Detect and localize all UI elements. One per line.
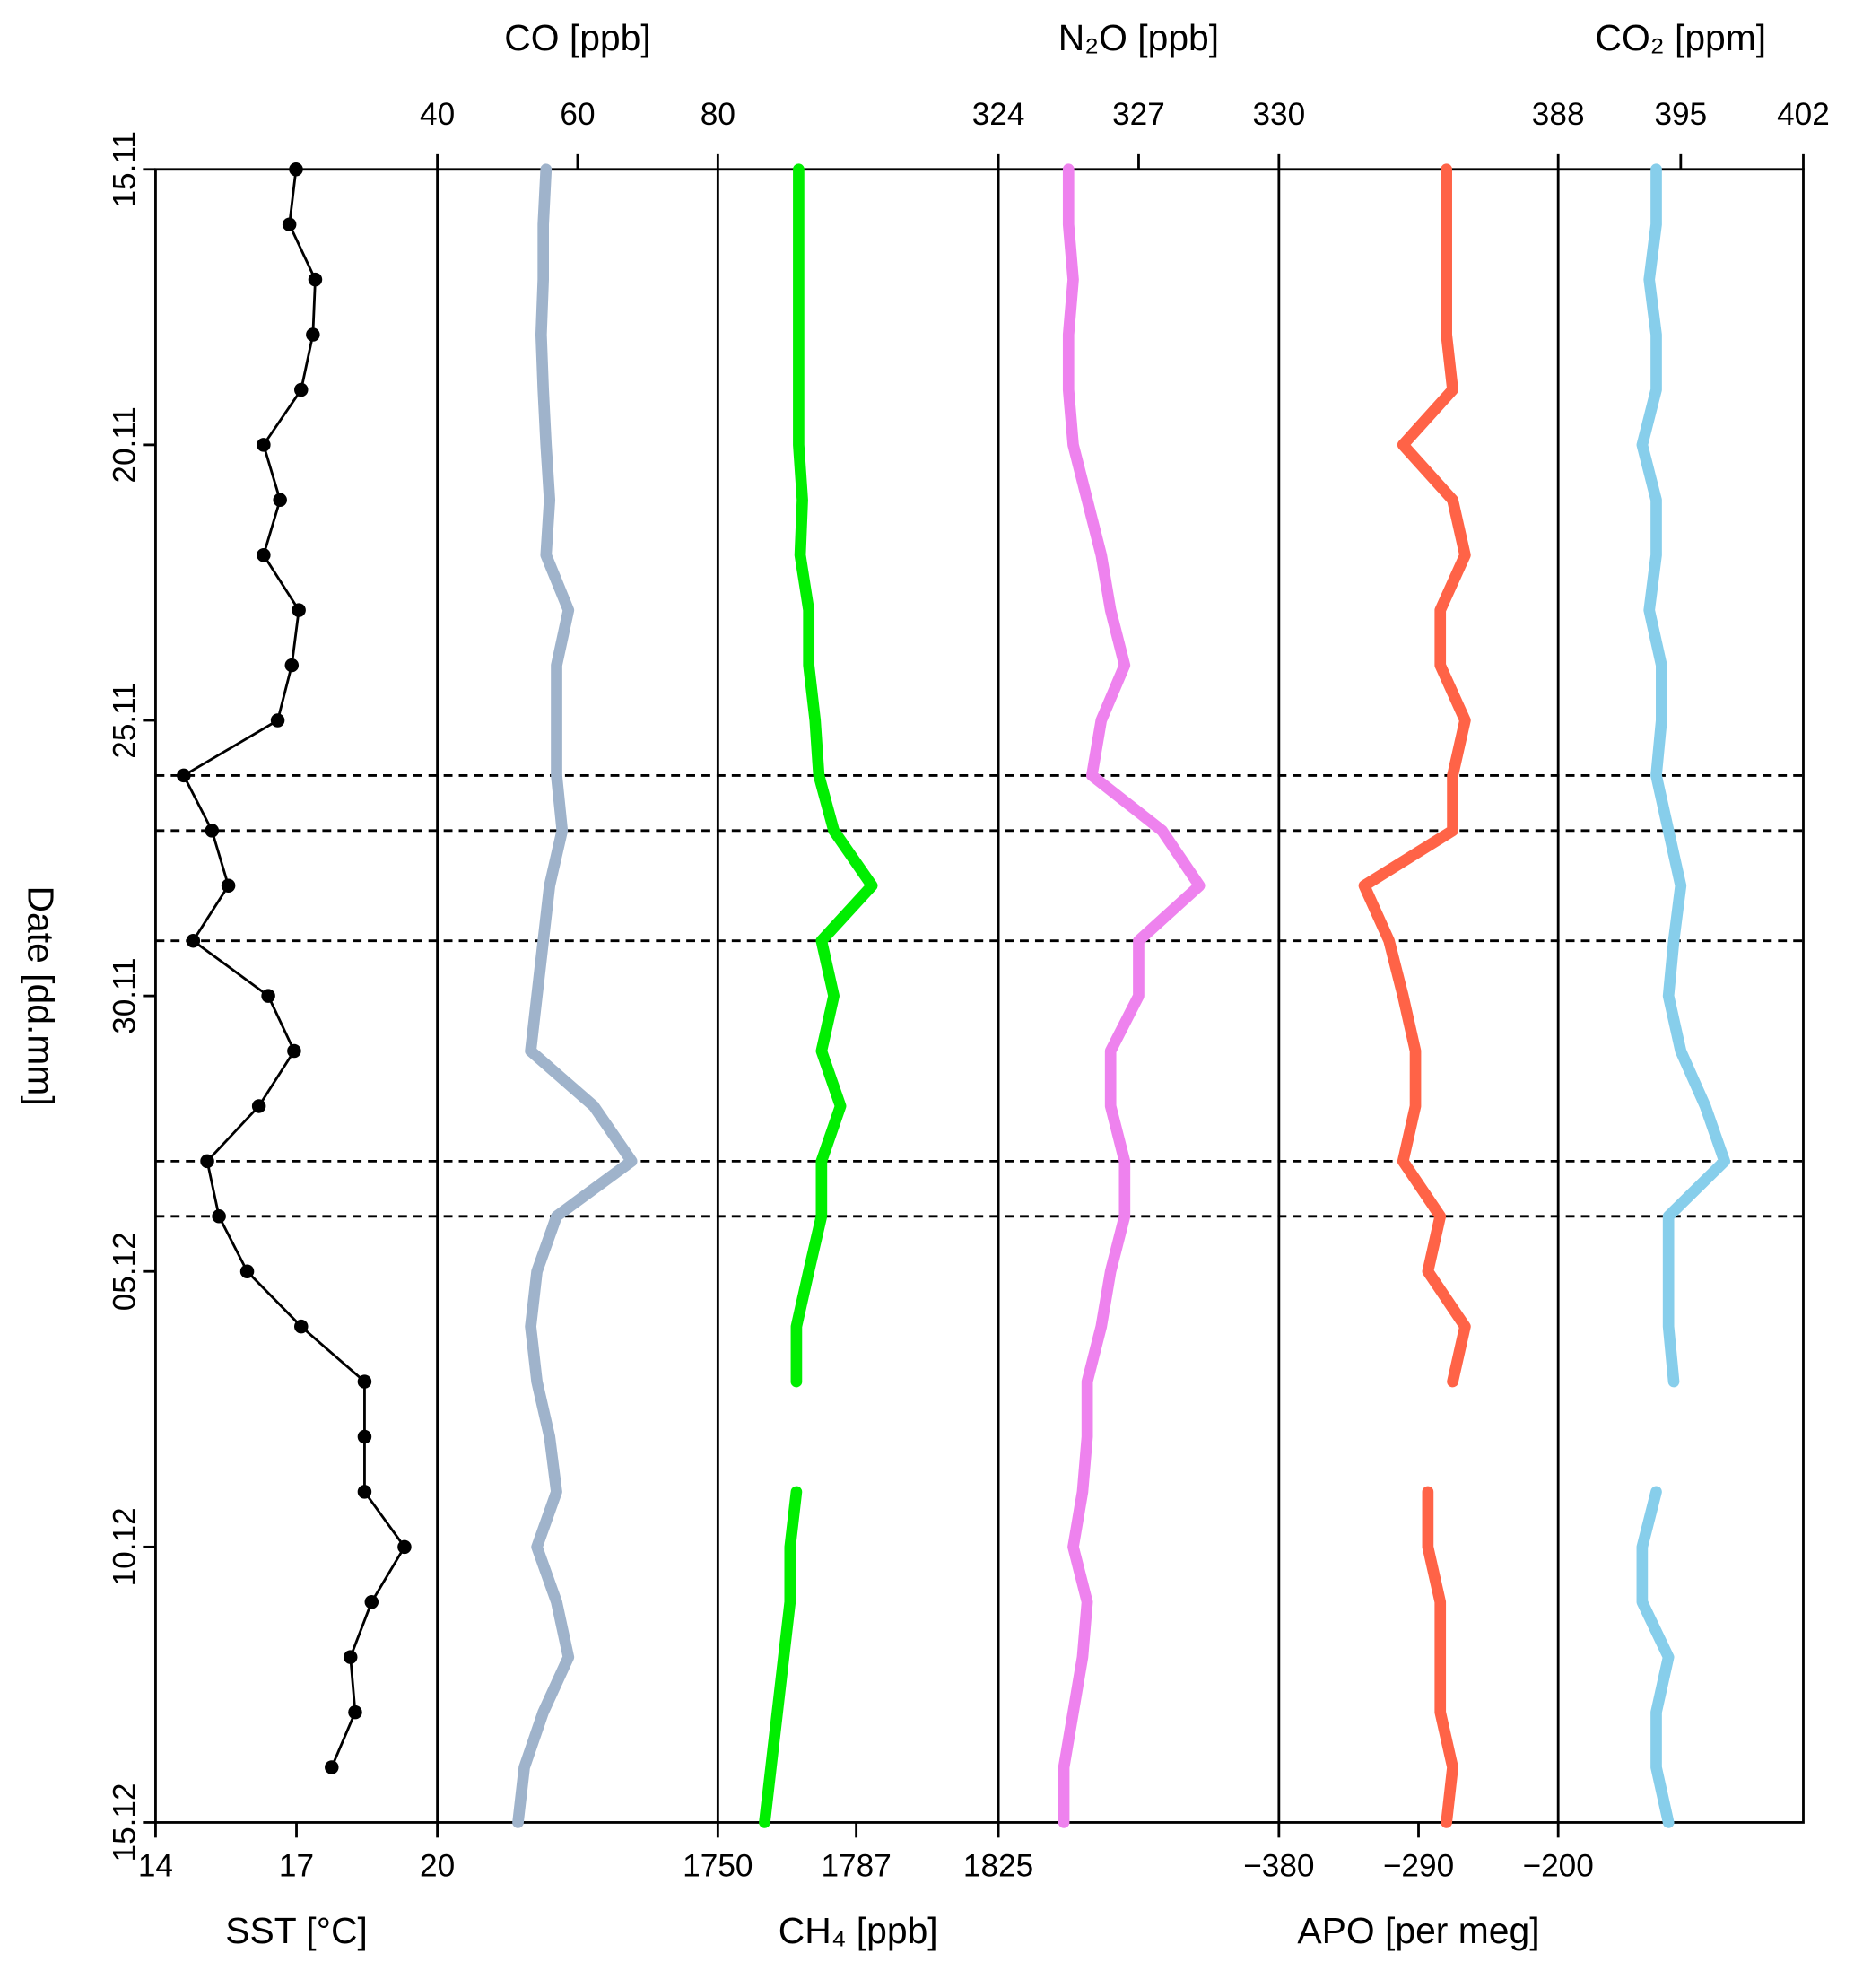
x-axis-title: SST [°C] [225, 1910, 368, 1951]
data-point [306, 327, 320, 342]
x-tick-label: 1750 [683, 1848, 753, 1883]
data-point [289, 162, 303, 177]
x-tick-label: 324 [972, 97, 1025, 132]
data-point [284, 658, 300, 673]
x-tick-label: 327 [1112, 97, 1165, 132]
data-point [294, 1319, 309, 1334]
data-point [308, 272, 323, 287]
data-point [221, 878, 236, 894]
data-point [397, 1539, 412, 1555]
x-tick-label: 17 [279, 1848, 314, 1883]
y-tick-label: 15.12 [107, 1783, 142, 1862]
x-axis-title: APO [per meg] [1297, 1910, 1539, 1951]
series-line [1358, 163, 1471, 1828]
data-point [357, 1429, 372, 1444]
y-tick-label: 10.12 [107, 1507, 142, 1586]
series-line [1058, 163, 1206, 1828]
data-point [251, 1099, 266, 1113]
x-axis-title: CH₄ [ppb] [779, 1910, 938, 1951]
data-point [186, 933, 201, 948]
x-tick-label: 1825 [963, 1848, 1033, 1883]
x-tick-label: 402 [1777, 97, 1830, 132]
data-point [357, 1374, 372, 1389]
x-tick-label: 14 [138, 1848, 173, 1883]
x-axis-title: N₂O [ppb] [1058, 17, 1219, 58]
data-point [282, 217, 297, 231]
y-tick-label: 30.11 [107, 957, 142, 1033]
data-point [343, 1650, 358, 1664]
data-point [348, 1705, 362, 1720]
data-point [287, 1043, 301, 1059]
x-tick-label: −200 [1523, 1848, 1594, 1883]
data-point [261, 989, 275, 1003]
data-point [200, 1154, 214, 1169]
x-tick-label: 1787 [821, 1848, 891, 1883]
data-point [325, 1760, 339, 1774]
data-point [292, 603, 306, 617]
plot-frame [154, 168, 1805, 1824]
data-point [270, 713, 285, 728]
y-tick-label: 20.11 [107, 406, 142, 483]
x-axis-title: CO [ppb] [504, 17, 650, 58]
x-tick-label: −290 [1383, 1848, 1454, 1883]
data-point [364, 1595, 379, 1609]
x-tick-label: 40 [420, 97, 455, 132]
data-point [212, 1209, 226, 1224]
data-point [239, 1264, 255, 1278]
data-point [257, 547, 271, 562]
x-tick-label: 20 [420, 1848, 455, 1883]
y-tick-label: 25.11 [107, 682, 142, 758]
x-tick-label: 80 [701, 97, 736, 132]
data-point [294, 382, 309, 397]
y-tick-label: 15.11 [107, 131, 142, 207]
series-line [512, 163, 638, 1828]
data-point [205, 824, 220, 838]
data-point [177, 768, 191, 783]
series-line [1636, 163, 1730, 1828]
x-axis-title: CO₂ [ppm] [1596, 17, 1767, 58]
x-tick-label: 395 [1654, 97, 1707, 132]
series-line [182, 168, 406, 1769]
y-tick-label: 05.12 [107, 1232, 142, 1311]
y-axis-title: Date [dd.mm] [21, 886, 62, 1106]
data-point [273, 493, 287, 508]
series-line [759, 163, 878, 1828]
data-point [257, 438, 271, 452]
x-tick-label: 60 [560, 97, 595, 132]
x-tick-label: 330 [1252, 97, 1305, 132]
data-point [357, 1485, 372, 1499]
x-tick-label: 388 [1532, 97, 1585, 132]
x-tick-label: −380 [1243, 1848, 1314, 1883]
